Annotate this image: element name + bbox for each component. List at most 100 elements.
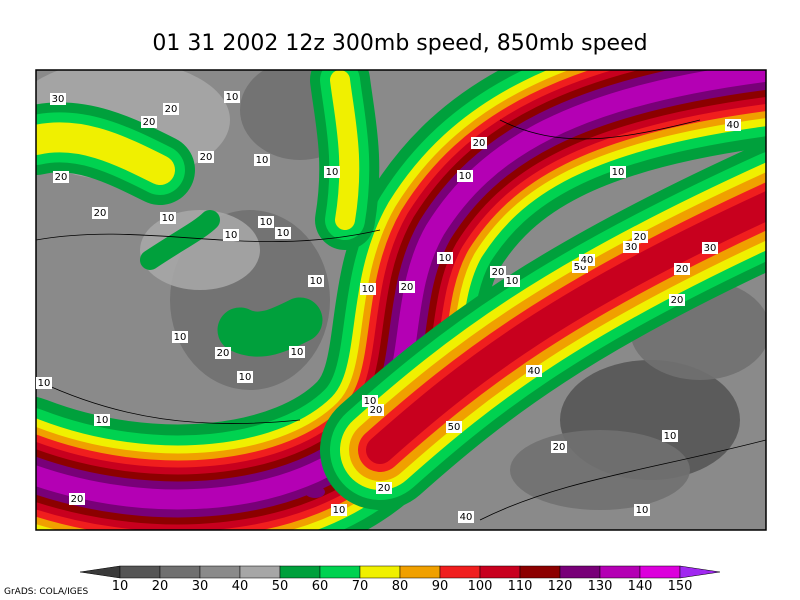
contour-label-box [254, 154, 270, 166]
contour-label-box [141, 116, 157, 128]
contour-label-box [623, 241, 639, 253]
contour-label-box [457, 170, 473, 182]
contour-label-box [275, 227, 291, 239]
contour-label: 40 [528, 366, 541, 377]
contour-label: 20 [143, 117, 156, 128]
contour-label: 10 [225, 230, 238, 241]
colorbar-box [479, 565, 521, 579]
contour-label-box [446, 421, 462, 433]
contour-label: 10 [291, 347, 304, 358]
contour-label: 40 [581, 255, 594, 266]
colorbar-box [239, 565, 281, 579]
contour-label-box [172, 331, 188, 343]
contour-label-box [662, 430, 678, 442]
title: 01 31 2002 12z 300mb speed, 850mb speed [152, 31, 647, 56]
contour-line [499, 119, 701, 140]
contour-label: 30 [704, 243, 717, 254]
colorbar-box [319, 565, 361, 579]
contour-label-box [632, 231, 648, 243]
contour-label: 10 [239, 372, 252, 383]
colorbar-label: 130 [588, 579, 613, 594]
colorbar-box [119, 565, 161, 579]
contour-label: 10 [256, 155, 269, 166]
colorbar-label: 150 [668, 579, 693, 594]
contour-label-box [526, 365, 542, 377]
contour-label: 10 [174, 332, 187, 343]
contour-label: 10 [333, 505, 346, 516]
contour-label: 20 [473, 138, 486, 149]
contour-label: 20 [492, 267, 505, 278]
colorbar-label: 140 [628, 579, 653, 594]
contour-label: 10 [277, 228, 290, 239]
contour-label: 10 [362, 284, 375, 295]
contour-label: 10 [38, 378, 51, 389]
colorbar-label: 20 [152, 579, 169, 594]
contour-label-box [610, 166, 626, 178]
speed-core [305, 486, 325, 498]
contour-label: 10 [664, 431, 677, 442]
contour-label-box [674, 263, 690, 275]
contour-label: 20 [401, 282, 414, 293]
colorbar-arrow [679, 565, 721, 579]
contour-label-box [331, 504, 347, 516]
contour-label-box [490, 266, 506, 278]
contour-label: 50 [448, 422, 461, 433]
contour-label: 20 [370, 405, 383, 416]
contour-label: 20 [378, 483, 391, 494]
contour-label-box [504, 275, 520, 287]
contour-label: 40 [727, 120, 740, 131]
contour-label-box [289, 346, 305, 358]
contour-label-box [53, 171, 69, 183]
contour-label-box [223, 229, 239, 241]
contour-label: 20 [217, 348, 230, 359]
colorbar-label: 40 [232, 579, 249, 594]
contour-label: 20 [200, 152, 213, 163]
contour-label: 20 [94, 208, 107, 219]
contour-label: 20 [553, 442, 566, 453]
colorbar-arrow [79, 565, 121, 579]
contour-label-box [437, 252, 453, 264]
colorbar-label: 50 [272, 579, 289, 594]
contour-label-box [471, 137, 487, 149]
colorbar-label: 120 [548, 579, 573, 594]
colorbar-label: 30 [192, 579, 209, 594]
colorbar-label: 90 [432, 579, 449, 594]
colorbar-box [279, 565, 321, 579]
contour-label: 30 [625, 242, 638, 253]
contour-label: 10 [260, 217, 273, 228]
colorbar-box [199, 565, 241, 579]
contour-label: 20 [634, 232, 647, 243]
contour-label: 10 [636, 505, 649, 516]
contour-label-box [258, 216, 274, 228]
colorbar-label: 80 [392, 579, 409, 594]
contour-line [479, 439, 766, 521]
contour-label-box [669, 294, 685, 306]
contour-label: 10 [326, 167, 339, 178]
contour-label-box [324, 166, 340, 178]
colorbar-label: 110 [508, 579, 533, 594]
contour-label: 10 [310, 276, 323, 287]
contour-label-box [376, 482, 392, 494]
contour-label: 10 [364, 396, 377, 407]
contour-label-box [399, 281, 415, 293]
contour-label-box [92, 207, 108, 219]
contour-label-box [160, 212, 176, 224]
contour-label-box [215, 347, 231, 359]
contour-label: 20 [676, 264, 689, 275]
contour-label: 20 [71, 494, 84, 505]
contour-label-box [579, 254, 595, 266]
speed-band [217, 297, 323, 357]
credit: GrADS: COLA/IGES [4, 587, 88, 597]
contour-label: 30 [52, 94, 65, 105]
colorbar-label: 10 [112, 579, 129, 594]
contour-label-box [36, 377, 52, 389]
speed-band [36, 122, 175, 185]
contour-label-box [163, 103, 179, 115]
colorbar-box [439, 565, 481, 579]
contour-label-box [198, 151, 214, 163]
colorbar-box [559, 565, 601, 579]
colorbar-label: 70 [352, 579, 369, 594]
contour-label-box [237, 371, 253, 383]
contour-label: 10 [162, 213, 175, 224]
contour-label: 10 [226, 92, 239, 103]
